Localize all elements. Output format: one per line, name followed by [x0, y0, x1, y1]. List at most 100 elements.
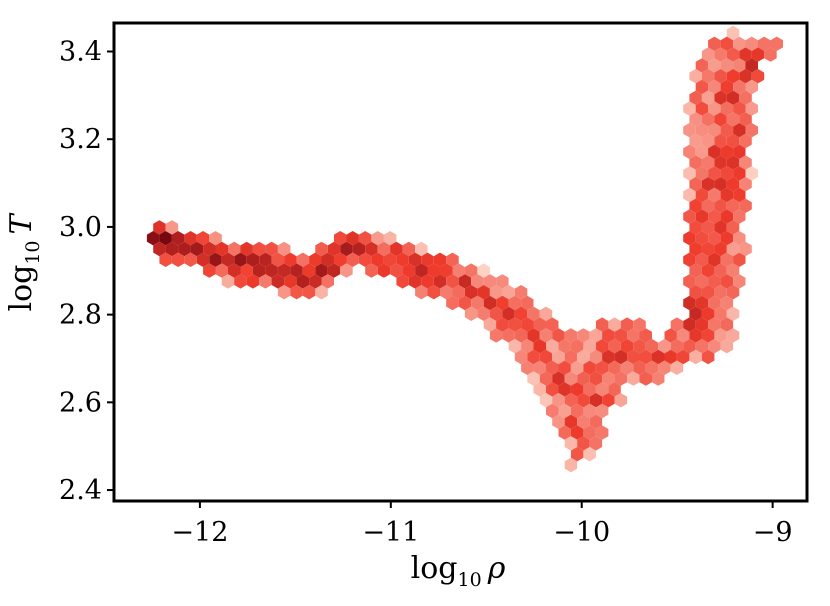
hexbin-cell: [546, 339, 559, 354]
hexbin-cell: [570, 360, 584, 375]
hexbin-cell: [689, 155, 702, 170]
hexbin-cell: [726, 241, 740, 257]
hexbin-cell: [595, 360, 609, 375]
hexbin-cell: [159, 231, 172, 246]
hexbin-cell: [539, 393, 553, 408]
hexbin-cell: [739, 90, 752, 105]
hexbin-cell: [178, 241, 191, 257]
hexbin-cell: [309, 252, 322, 267]
hexbin-cell: [683, 209, 696, 224]
hexbin-cell: [620, 360, 634, 375]
hexbin-cell: [639, 371, 652, 386]
hexbin-cell: [645, 360, 659, 375]
hexbin-cell: [720, 295, 734, 311]
hexbin-cell: [427, 263, 440, 278]
hexbin-cell: [340, 263, 353, 278]
hexbin-cell: [190, 241, 204, 257]
hexbin-cell: [608, 339, 621, 354]
y-axis-label-subscript: 10: [22, 240, 44, 264]
hexbin-cell: [209, 231, 222, 246]
hexbin-cell: [558, 382, 571, 397]
hexbin-cell: [296, 252, 310, 267]
hexbin-cell: [745, 101, 758, 116]
hexbin-cell: [153, 241, 166, 257]
hexbin-cell: [589, 371, 603, 386]
hexbin-cell: [570, 403, 584, 419]
hexbin-cell: [683, 123, 696, 138]
hexbin-cell: [689, 177, 702, 192]
hexbin-cell: [714, 69, 727, 84]
hexbin-cell: [720, 58, 734, 73]
hexbin-cell: [708, 79, 721, 95]
hexbin-cell: [726, 25, 740, 41]
hexbin-cell: [577, 393, 590, 408]
y-tick-label: 2.6: [59, 387, 102, 418]
hexbin-cell: [639, 328, 652, 343]
hexbin-cell: [215, 241, 228, 257]
hexbin-cell: [720, 339, 734, 354]
hexbin-cell: [583, 403, 596, 419]
hexbin-cell: [695, 252, 709, 267]
hexbin-cell: [558, 339, 571, 354]
hexbin-cell: [689, 263, 702, 278]
hexbin-cell: [527, 371, 540, 386]
hexbin-cell: [683, 252, 696, 267]
hexbin-cell: [228, 263, 241, 278]
hexbin-cell: [714, 177, 727, 192]
hexbin-cell: [171, 231, 185, 246]
hexbin-cell: [670, 360, 684, 375]
hexbin-cell: [745, 36, 758, 51]
hexbin-cell: [521, 360, 534, 375]
hexbin-cell: [589, 436, 603, 451]
hexbin-cell: [733, 123, 746, 138]
hexbin-cell: [583, 447, 596, 462]
hexbin-cell: [770, 36, 783, 51]
hexbin-cell: [458, 274, 472, 289]
hexbin-cell: [583, 382, 596, 397]
hexbin-cell: [521, 317, 534, 332]
hexbin-cell: [602, 349, 615, 365]
y-axis-ticks: 2.4 2.6 2.8 3.0 3.2 3.4: [59, 37, 114, 506]
hexbin-cell: [228, 241, 241, 257]
hexbin-cell: [714, 133, 727, 149]
hexbin-cell: [726, 306, 740, 321]
hexbin-cell: [708, 144, 721, 159]
hexbin-cell: [633, 360, 646, 375]
hexbin-cell: [683, 101, 696, 116]
hexbin-cell: [739, 241, 752, 257]
hexbin-cell: [477, 306, 490, 321]
hexbin-cell: [327, 241, 341, 257]
hexbin-cell: [726, 47, 740, 62]
hexbin-cell: [708, 101, 721, 116]
hexbin-cell: [726, 177, 740, 192]
hexbin-cell: [701, 90, 715, 105]
hexbin-cell: [546, 382, 559, 397]
x-tick-label: −12: [171, 517, 228, 548]
hexbin-cell: [720, 274, 734, 289]
hexbin-cell: [708, 123, 721, 138]
hexbin-cell: [552, 414, 565, 429]
hexbin-cell: [558, 403, 571, 419]
hexbin-cell: [508, 317, 522, 332]
hexbin-cell: [695, 295, 709, 311]
hexbin-cell: [496, 317, 509, 332]
hexbin-cell: [714, 198, 727, 213]
hexbin-cell: [733, 101, 746, 116]
hexbin-cell: [714, 90, 727, 105]
hexbin-cell: [471, 274, 484, 289]
hexbin-cell: [203, 263, 216, 278]
x-tick-label: −10: [553, 517, 610, 548]
hexbin-cell: [577, 436, 590, 451]
hexbin-cell: [464, 263, 478, 278]
hexbin-cell: [514, 306, 528, 321]
hexbin-cell: [701, 328, 715, 343]
hexbin-cell: [514, 349, 528, 365]
hexbin-cell: [240, 241, 253, 257]
hexbin-cell: [577, 349, 590, 365]
hexbin-cell: [527, 349, 540, 365]
hexbin-cell: [714, 112, 727, 127]
hexbin-cell: [726, 328, 740, 343]
y-tick-label: 3.4: [59, 37, 102, 68]
hexbin-cell: [346, 231, 359, 246]
hexbin-cell: [408, 252, 422, 267]
